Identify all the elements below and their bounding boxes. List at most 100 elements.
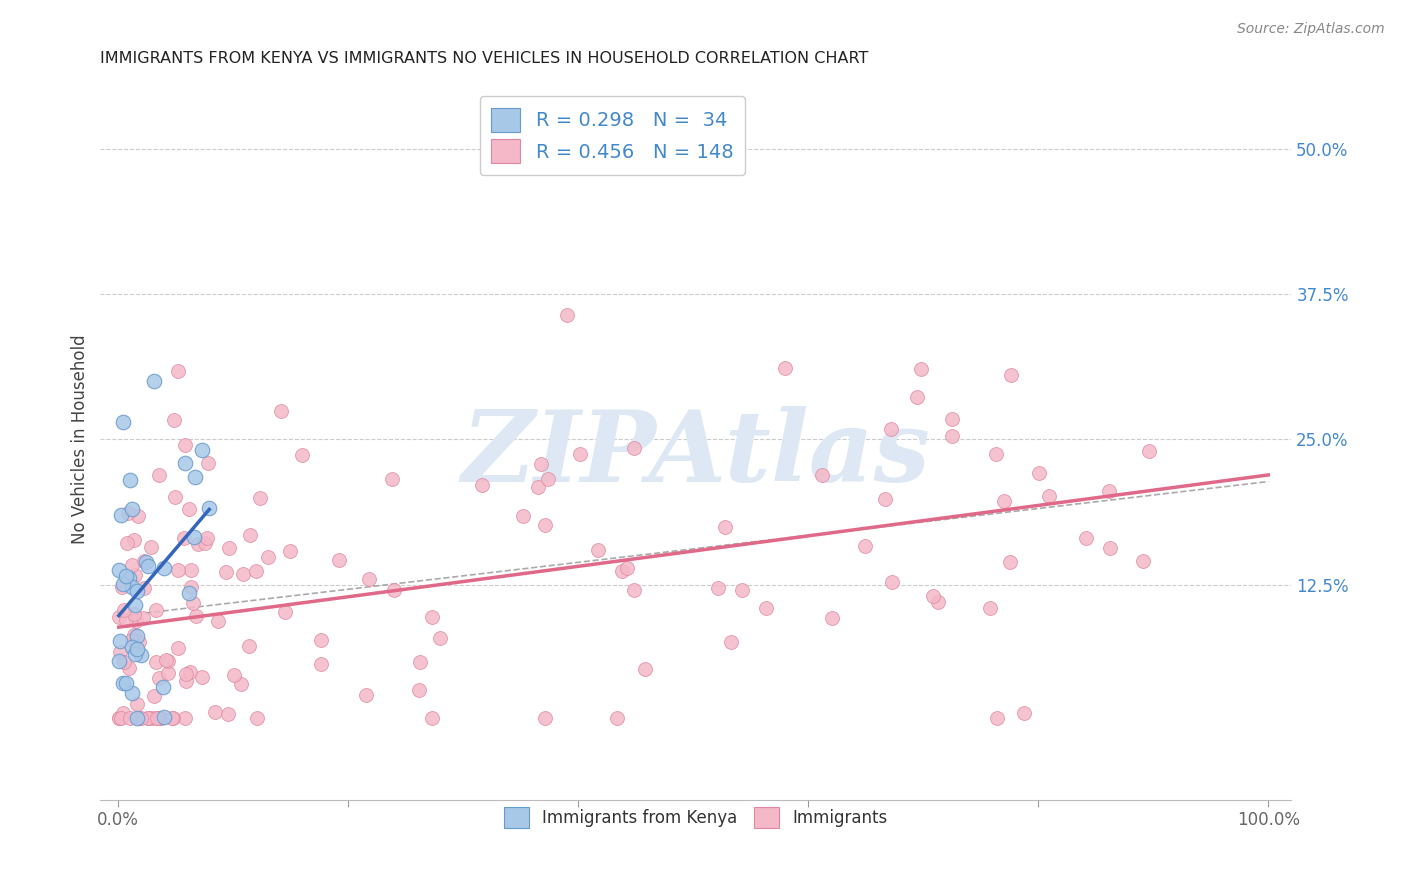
- Point: [124, 533, 146, 547]
- Point: [408, 655, 430, 669]
- Point: [180, 563, 202, 577]
- Point: [107, 654, 129, 668]
- Point: [586, 542, 609, 557]
- Point: [115, 613, 138, 627]
- Point: [1076, 531, 1098, 545]
- Point: [731, 583, 754, 598]
- Point: [174, 666, 197, 681]
- Point: [187, 537, 209, 551]
- Point: [157, 654, 180, 668]
- Point: [124, 647, 146, 661]
- Point: [107, 610, 129, 624]
- Point: [174, 711, 197, 725]
- Point: [148, 711, 170, 725]
- Point: [120, 473, 142, 487]
- Point: [128, 634, 150, 648]
- Point: [527, 480, 550, 494]
- Point: [706, 581, 728, 595]
- Point: [197, 456, 219, 470]
- Point: [155, 653, 177, 667]
- Point: [110, 634, 132, 648]
- Point: [984, 447, 1007, 461]
- Point: [191, 670, 214, 684]
- Point: [127, 697, 149, 711]
- Point: [311, 632, 333, 647]
- Point: [111, 415, 134, 429]
- Point: [1137, 444, 1160, 458]
- Point: [110, 508, 132, 522]
- Point: [163, 412, 186, 426]
- Point: [167, 563, 190, 577]
- Point: [121, 632, 143, 647]
- Point: [1012, 706, 1035, 720]
- Point: [773, 360, 796, 375]
- Point: [124, 568, 146, 582]
- Point: [278, 543, 301, 558]
- Point: [152, 560, 174, 574]
- Point: [107, 711, 129, 725]
- Point: [179, 665, 201, 679]
- Point: [941, 429, 963, 443]
- Point: [111, 676, 134, 690]
- Point: [605, 711, 627, 725]
- Point: [1028, 466, 1050, 480]
- Point: [1132, 553, 1154, 567]
- Point: [218, 541, 240, 555]
- Point: [616, 561, 638, 575]
- Point: [145, 603, 167, 617]
- Point: [204, 705, 226, 719]
- Point: [121, 580, 143, 594]
- Point: [112, 603, 135, 617]
- Point: [143, 375, 166, 389]
- Point: [173, 532, 195, 546]
- Point: [249, 491, 271, 506]
- Point: [207, 615, 229, 629]
- Point: [381, 472, 404, 486]
- Point: [986, 711, 1008, 725]
- Point: [121, 558, 143, 572]
- Point: [125, 584, 148, 599]
- Point: [136, 711, 159, 725]
- Y-axis label: No Vehicles in Household: No Vehicles in Household: [72, 334, 89, 544]
- Point: [811, 468, 834, 483]
- Point: [1098, 483, 1121, 498]
- Point: [162, 711, 184, 725]
- Point: [246, 711, 269, 725]
- Point: [146, 711, 169, 725]
- Point: [555, 309, 578, 323]
- Point: [420, 711, 443, 725]
- Point: [132, 611, 155, 625]
- Point: [905, 390, 928, 404]
- Point: [879, 422, 901, 436]
- Point: [117, 535, 139, 549]
- Point: [229, 677, 252, 691]
- Point: [910, 361, 932, 376]
- Point: [927, 595, 949, 609]
- Point: [198, 500, 221, 515]
- Point: [174, 456, 197, 470]
- Point: [120, 711, 142, 725]
- Point: [132, 554, 155, 568]
- Point: [121, 686, 143, 700]
- Point: [998, 555, 1021, 569]
- Point: [309, 657, 332, 672]
- Point: [534, 711, 557, 725]
- Point: [1000, 368, 1022, 383]
- Point: [110, 711, 132, 725]
- Text: Source: ZipAtlas.com: Source: ZipAtlas.com: [1237, 22, 1385, 37]
- Point: [111, 581, 134, 595]
- Point: [124, 598, 146, 612]
- Point: [166, 364, 188, 378]
- Point: [180, 581, 202, 595]
- Point: [132, 581, 155, 595]
- Point: [217, 706, 239, 721]
- Point: [125, 642, 148, 657]
- Point: [152, 710, 174, 724]
- Point: [141, 540, 163, 554]
- Point: [222, 668, 245, 682]
- Point: [125, 614, 148, 628]
- Point: [108, 711, 131, 725]
- Point: [755, 600, 778, 615]
- Point: [156, 665, 179, 680]
- Point: [232, 567, 254, 582]
